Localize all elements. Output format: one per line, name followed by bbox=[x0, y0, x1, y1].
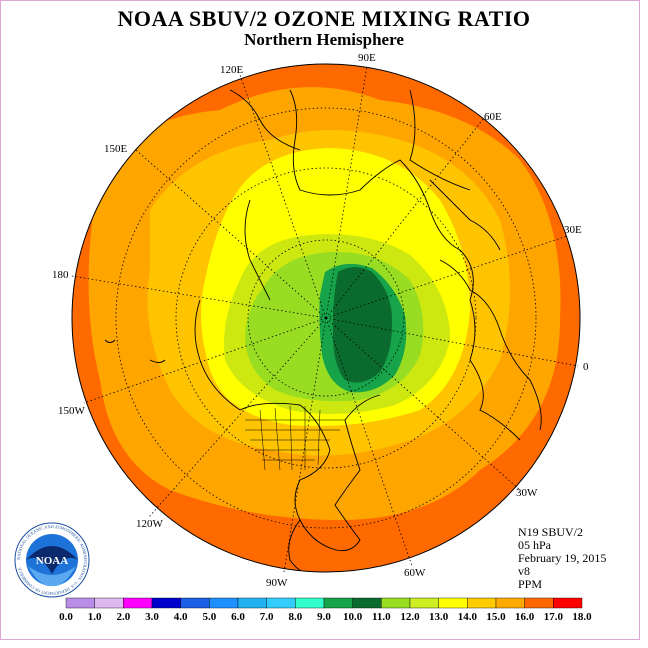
longitude-label: 60E bbox=[484, 111, 502, 123]
colorbar-label: 3.0 bbox=[145, 611, 159, 623]
colorbar-swatch bbox=[180, 597, 210, 609]
longitude-label: 0 bbox=[583, 361, 589, 373]
colorbar-swatch bbox=[94, 597, 124, 609]
political-boundaries bbox=[245, 405, 345, 471]
coastlines bbox=[104, 89, 542, 572]
colorbar-label: 1.0 bbox=[88, 611, 102, 623]
latitude-circle bbox=[115, 107, 537, 529]
latitude-circle bbox=[247, 239, 405, 397]
colorbar-swatch bbox=[495, 597, 525, 609]
colorbar-swatch bbox=[352, 597, 382, 609]
colorbar-label: 16.0 bbox=[515, 611, 535, 623]
version-label: v8 bbox=[518, 564, 530, 578]
info-block: N19 SBUV/2 05 hPa February 19, 2015 v8 P… bbox=[518, 526, 606, 591]
longitude-label: 120W bbox=[136, 518, 164, 530]
date-label: February 19, 2015 bbox=[518, 551, 607, 565]
colorbar-label: 5.0 bbox=[202, 611, 216, 623]
colorbar-label: 2.0 bbox=[116, 611, 130, 623]
level-label: 05 hPa bbox=[518, 538, 551, 552]
longitude-label: 60W bbox=[404, 567, 426, 579]
longitude-labels: 120E 90E 60E 150E 30E 180 0 150W 30W 120… bbox=[52, 52, 589, 589]
colorbar-label: 8.0 bbox=[288, 611, 302, 623]
colorbar-label: 17.0 bbox=[544, 611, 564, 623]
colorbar-label: 0.0 bbox=[59, 611, 73, 623]
map-title: NOAA SBUV/2 OZONE MIXING RATIO bbox=[117, 6, 531, 31]
colorbar-label: 4.0 bbox=[174, 611, 188, 623]
colorbar-swatch bbox=[553, 597, 583, 609]
longitude-label: 90W bbox=[266, 577, 288, 589]
longitude-label: 150W bbox=[58, 405, 86, 417]
colorbar: 0.0 1.0 2.0 3.0 4.0 5.0 6.0 7.0 8.0 9.0 10.0 11.0 12… bbox=[59, 597, 592, 623]
figure-frame bbox=[0, 0, 640, 640]
colorbar-swatch bbox=[151, 597, 181, 609]
longitude-label: 30E bbox=[564, 224, 582, 236]
colorbar-label: 10.0 bbox=[343, 611, 363, 623]
map-boundary bbox=[71, 63, 581, 573]
colorbar-label: 13.0 bbox=[429, 611, 449, 623]
colorbar-swatch bbox=[123, 597, 153, 609]
colorbar-swatch bbox=[237, 597, 267, 609]
instrument-label: N19 SBUV/2 bbox=[518, 525, 584, 539]
colorbar-label: 12.0 bbox=[400, 611, 420, 623]
colorbar-swatch bbox=[467, 597, 497, 609]
longitude-label: 120E bbox=[220, 64, 244, 76]
colorbar-label: 9.0 bbox=[317, 611, 331, 623]
units-label: PPM bbox=[518, 577, 543, 591]
colorbar-label: 6.0 bbox=[231, 611, 245, 623]
colorbar-swatch bbox=[295, 597, 325, 609]
colorbar-swatch bbox=[409, 597, 439, 609]
colorbar-swatch bbox=[209, 597, 239, 609]
colorbar-label: 14.0 bbox=[458, 611, 478, 623]
longitude-label: 150E bbox=[104, 143, 128, 155]
longitude-label: 180 bbox=[52, 269, 69, 281]
graticule bbox=[71, 65, 579, 573]
colorbar-label: 7.0 bbox=[260, 611, 274, 623]
ozone-field bbox=[72, 64, 580, 572]
colorbar-swatch bbox=[323, 597, 353, 609]
noaa-logo: NOAA NATIONAL OCEANIC AND ATMOSPHERIC AD… bbox=[14, 522, 90, 598]
colorbar-swatch bbox=[524, 597, 554, 609]
logo-text: NOAA bbox=[36, 555, 68, 567]
latitude-circle bbox=[175, 167, 477, 469]
colorbar-label: 15.0 bbox=[486, 611, 506, 623]
colorbar-swatch bbox=[381, 597, 411, 609]
colorbar-swatch bbox=[438, 597, 468, 609]
longitude-label: 90E bbox=[358, 52, 376, 64]
colorbar-label: 18.0 bbox=[572, 611, 592, 623]
colorbar-swatch bbox=[266, 597, 296, 609]
colorbar-label: 11.0 bbox=[372, 611, 391, 623]
longitude-label: 30W bbox=[516, 487, 538, 499]
colorbar-swatch bbox=[65, 597, 95, 609]
map-subtitle: Northern Hemisphere bbox=[244, 30, 404, 49]
